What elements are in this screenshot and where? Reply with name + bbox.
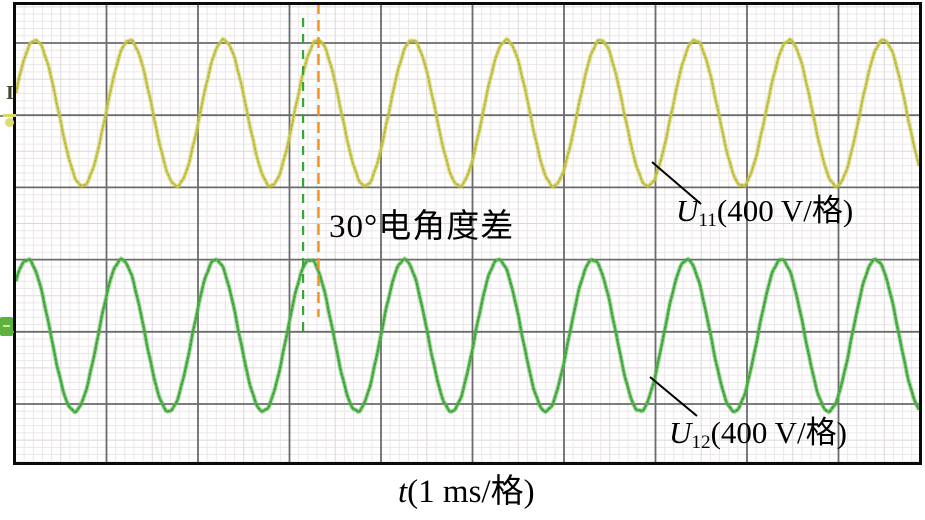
u12-subscript: 12 [691,431,711,453]
u12-leader-line [649,376,698,417]
oscilloscope-display [13,2,922,465]
time-scale-text: (1 ms/格) [407,474,535,510]
ch1-ground-bar [3,114,16,117]
waveform-u11-speckle [15,38,920,188]
u11-symbol: U [676,193,699,228]
u11-subscript: 11 [698,209,717,231]
time-axis-label: t(1 ms/格) [398,476,535,509]
ch1-ground-marker-icon [3,112,17,128]
u12-symbol: U [669,415,692,450]
scope-border [13,2,922,465]
u11-trace-label: U11(400 V/格) [676,193,854,230]
u12-trace-label: U12(400 V/格) [669,415,847,452]
ch1-ground-blob [5,118,14,127]
ch1-indicator-glyph: I [6,82,14,104]
u11-scale-text: (400 V/格) [716,193,854,228]
u11-leader-line [651,161,702,205]
phase-difference-annotation: 30°电角度差 [329,209,515,245]
waveform-u12 [14,257,921,414]
grid-minor [15,4,920,463]
time-symbol: t [398,474,408,510]
u12-scale-text: (400 V/格) [710,415,847,450]
ch2-badge-tick [3,325,10,327]
ch2-level-badge [0,317,13,336]
